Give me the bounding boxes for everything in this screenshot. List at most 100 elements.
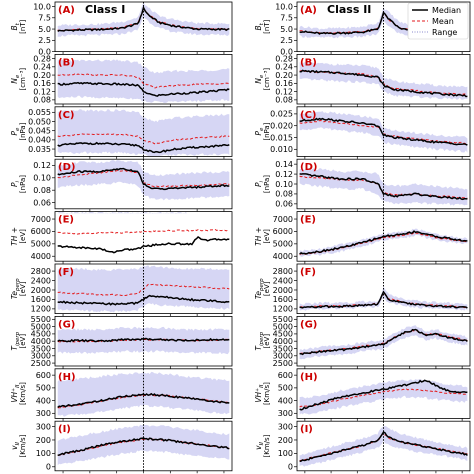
legend-label: Mean [432, 17, 454, 26]
y-tick-label: 0.24 [33, 63, 51, 72]
legend-label: Median [432, 6, 461, 15]
y-tick-label: 0.06 [33, 198, 51, 207]
y-tick-label: 2500 [273, 359, 293, 368]
y-tick-label: 0.12 [275, 87, 293, 96]
chart-layer: 10.07.55.02.50.0Bt[nT](A) Class I0.280.24… [10, 1, 471, 474]
y-tick-label: 2000 [31, 286, 51, 295]
panel-left-7: 600 500 400 300 VH⁺II[Km/s] (H) [10, 368, 233, 421]
y-tick-label: 0.040 [28, 136, 51, 145]
axes-frame [54, 158, 233, 210]
y-tick-label: 0.12 [275, 170, 293, 179]
median-line [299, 173, 468, 201]
median-line [299, 117, 468, 146]
y-axis-label: vII [254, 442, 265, 450]
legend-label: Range [432, 28, 457, 37]
y-tick-label: 5000 [273, 322, 293, 331]
y-tick-label: 1200 [31, 305, 51, 314]
range-band [299, 425, 468, 467]
panel-right-1: 0.280.240.200.160.120.08 Ne[cm⁻³] (B) [254, 54, 471, 107]
range-band [57, 59, 230, 103]
y-tick-label: 1600 [31, 295, 51, 304]
y-tick-label: 0.20 [275, 71, 293, 80]
panel-left-4: 7000 6000 5000 4000 TH + [eV] (E) [10, 211, 233, 264]
y-tick-label: 3000 [31, 352, 51, 361]
y-tick-label: 0.28 [275, 54, 293, 63]
y-tick-label: 4000 [273, 337, 293, 346]
y-axis-label: Ne [254, 74, 265, 84]
median-line [57, 5, 230, 33]
median-line [299, 431, 468, 463]
y-axis-label: Pi [10, 181, 21, 188]
y-tick-label: 5500 [31, 315, 51, 324]
panel-letter: (F) [58, 267, 74, 278]
panel-letter: (I) [300, 424, 313, 435]
y-axis-label: VH⁺II [10, 384, 21, 402]
y-tick-label: 7000 [31, 215, 51, 224]
y-tick-label: 5000 [273, 240, 293, 249]
y-tick-label: 0.10 [275, 180, 293, 189]
y-tick-label: 0.08 [33, 186, 51, 195]
y-tick-label: 10.0 [33, 2, 51, 11]
y-tick-label: 0 [46, 463, 51, 472]
mean-line [299, 432, 468, 462]
y-tick-label: 0.0 [38, 47, 51, 56]
y-tick-label: 2800 [31, 267, 51, 276]
y-tick-label: 1200 [273, 305, 293, 314]
y-tick-label: 0 [288, 463, 293, 472]
y-tick-label: 4000 [31, 252, 51, 261]
y-tick-label: 400 [278, 396, 293, 405]
median-line [299, 379, 468, 411]
y-axis-label: Bt [10, 22, 21, 30]
y-tick-label: 3500 [31, 344, 51, 353]
y-axis-label: Pe [254, 127, 265, 136]
panel-letter: (A) [58, 5, 75, 16]
y-tick-label: 600 [36, 371, 51, 380]
legend-box [407, 2, 469, 40]
y-tick-label: 500 [278, 384, 293, 393]
y-tick-label: 7.5 [280, 14, 293, 23]
panel-letter: (D) [300, 162, 317, 173]
y-tick-label: 300 [278, 422, 293, 431]
panel-letter: (H) [300, 372, 318, 383]
y-tick-label: 1600 [273, 295, 293, 304]
y-tick-label: 600 [278, 371, 293, 380]
panel-letter: (E) [300, 215, 316, 226]
y-tick-label: 0.045 [28, 126, 51, 135]
mean-line [57, 73, 230, 89]
y-tick-label: 200 [36, 436, 51, 445]
y-tick-label: 3000 [273, 352, 293, 361]
median-line [57, 337, 230, 343]
y-tick-label: 0.015 [270, 133, 293, 142]
y-axis-unit: [eV] [19, 281, 27, 296]
y-tick-label: 300 [36, 422, 51, 431]
range-band [57, 109, 230, 157]
panel-letter: (C) [300, 110, 316, 121]
y-tick-label: 0.08 [275, 190, 293, 199]
y-axis-unit: [nPa] [263, 175, 271, 193]
y-tick-label: 0.08 [275, 96, 293, 105]
y-tick-label: 3500 [273, 344, 293, 353]
mean-line [57, 229, 230, 235]
panel-right-0: 10.07.55.02.50.0Bt[nT](A) Class II MedianM… [254, 1, 471, 56]
y-tick-label: 2400 [273, 276, 293, 285]
y-tick-label: 0.010 [270, 145, 293, 154]
y-axis-unit: [nT] [263, 19, 271, 33]
mean-line [299, 175, 468, 199]
y-tick-label: 0.12 [33, 87, 51, 96]
panel-letter: (I) [58, 424, 71, 435]
y-tick-label: 4500 [31, 330, 51, 339]
y-axis-label: vII [10, 442, 21, 450]
y-axis-unit: [eV] [19, 334, 27, 349]
y-tick-label: 5500 [273, 315, 293, 324]
y-axis-unit: [Km/s] [263, 434, 271, 457]
panel-left-3: 0.12 0.10 0.08 0.06 Pi[nPa] (D) [10, 158, 233, 212]
y-tick-label: 5000 [31, 322, 51, 331]
y-tick-label: 2400 [31, 276, 51, 285]
y-axis-unit: [eV] [263, 229, 271, 244]
y-tick-label: 0.14 [275, 160, 293, 169]
y-axis-label: Teperp [10, 278, 21, 299]
panel-letter: (E) [58, 215, 74, 226]
